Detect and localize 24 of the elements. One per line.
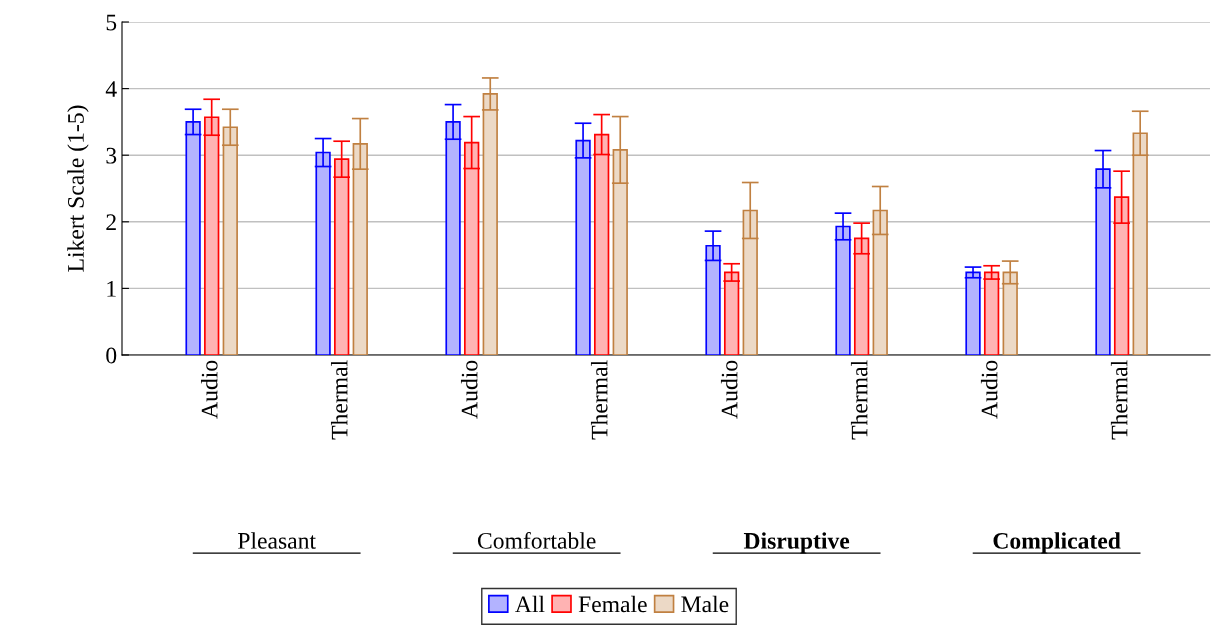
legend-label: Female <box>578 595 647 613</box>
x-tick-label: Audio <box>720 360 738 419</box>
y-tick-label: 5 <box>106 14 117 31</box>
bar <box>965 271 981 355</box>
y-axis-title: Likert Scale (1-5) <box>67 105 89 272</box>
x-tick-label: Thermal <box>330 360 348 440</box>
text: Complicated <box>993 532 1121 554</box>
text: Pleasant <box>238 532 316 549</box>
y-tick-label: 4 <box>105 81 117 97</box>
x-tick-label: Audio <box>980 360 998 419</box>
x-tick-label: Audio <box>460 360 478 419</box>
bar <box>983 271 1000 355</box>
y-tick-label: 3 <box>106 147 117 164</box>
legend-label: All <box>515 595 545 613</box>
x-tick-label: Thermal <box>850 360 868 440</box>
x-tick-label: Thermal <box>590 360 608 440</box>
x-tick-label: Thermal <box>1110 360 1128 440</box>
text: Comfortable <box>477 531 596 549</box>
text: Disruptive <box>743 532 850 554</box>
y-tick-label: 0 <box>106 347 117 364</box>
x-tick-label: Audio <box>200 360 218 419</box>
legend-label: Male <box>681 595 729 613</box>
y-tick-label: 1 <box>107 281 116 297</box>
y-tick-label: 2 <box>106 214 116 230</box>
